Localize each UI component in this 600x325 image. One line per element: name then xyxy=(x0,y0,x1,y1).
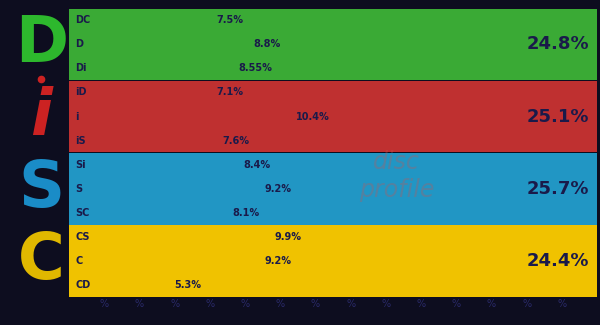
Text: 9.2%: 9.2% xyxy=(265,184,292,194)
Text: CD: CD xyxy=(76,280,91,290)
Text: 7.1%: 7.1% xyxy=(217,87,244,98)
Text: 24.8%: 24.8% xyxy=(526,35,589,53)
Text: S: S xyxy=(76,184,82,194)
Text: 7.5%: 7.5% xyxy=(217,15,244,25)
Text: DC: DC xyxy=(76,15,91,25)
Text: C: C xyxy=(18,230,65,292)
Text: 10.4%: 10.4% xyxy=(296,111,330,122)
Bar xyxy=(69,226,597,297)
Text: 7.6%: 7.6% xyxy=(222,136,249,146)
Text: SC: SC xyxy=(76,208,90,218)
Text: D: D xyxy=(76,39,83,49)
Bar xyxy=(69,153,597,225)
Text: 9.9%: 9.9% xyxy=(275,232,302,242)
Text: D: D xyxy=(15,13,68,75)
Text: S: S xyxy=(19,158,64,220)
Text: 8.1%: 8.1% xyxy=(233,208,260,218)
Text: 8.55%: 8.55% xyxy=(238,63,272,73)
Text: Si: Si xyxy=(76,160,86,170)
Text: i: i xyxy=(31,85,52,148)
Text: 25.7%: 25.7% xyxy=(527,180,589,198)
Text: iD: iD xyxy=(76,87,87,98)
Text: Di: Di xyxy=(76,63,87,73)
Text: i: i xyxy=(76,111,79,122)
Text: 5.3%: 5.3% xyxy=(175,280,202,290)
Text: CS: CS xyxy=(76,232,90,242)
Text: 8.8%: 8.8% xyxy=(254,39,281,49)
Text: 25.1%: 25.1% xyxy=(527,108,589,125)
Bar xyxy=(69,8,597,80)
Text: C: C xyxy=(76,256,83,266)
Text: 8.4%: 8.4% xyxy=(243,160,271,170)
Bar xyxy=(69,81,597,152)
Text: iS: iS xyxy=(76,136,86,146)
Text: 9.2%: 9.2% xyxy=(265,256,292,266)
Text: 24.4%: 24.4% xyxy=(527,252,589,270)
Text: disc
profile: disc profile xyxy=(359,150,434,202)
